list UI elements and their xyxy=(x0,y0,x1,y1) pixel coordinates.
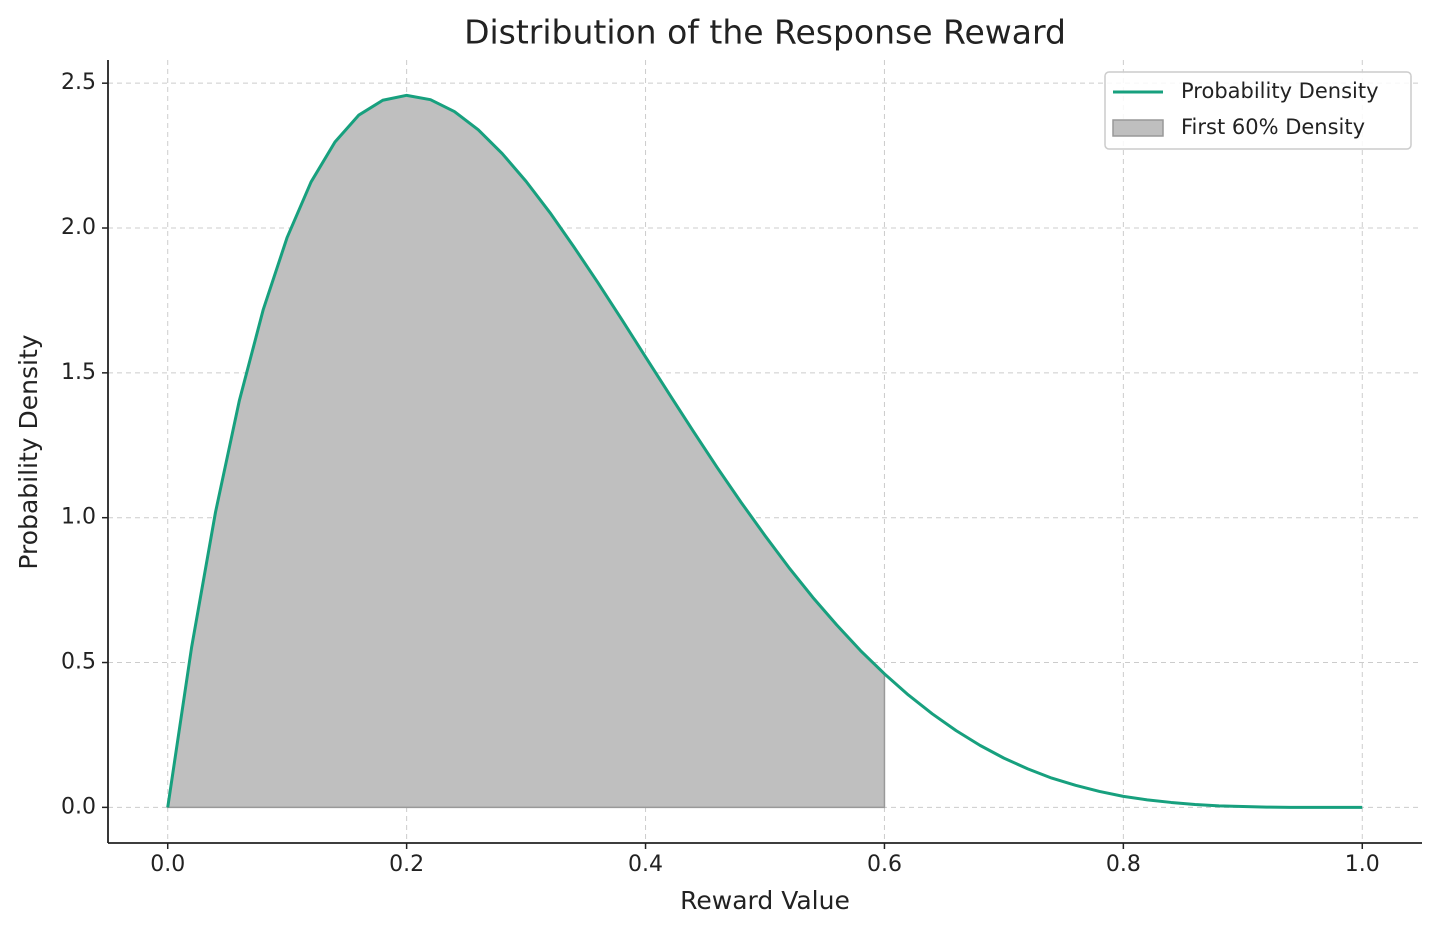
y-tick-label: 0.0 xyxy=(61,794,96,819)
line xyxy=(166,93,1363,809)
x-tick-label: 0.6 xyxy=(867,852,902,877)
legend-label: Probability Density xyxy=(1181,79,1379,103)
x-tick-label: 0.0 xyxy=(150,852,185,877)
x-tick-label: 0.2 xyxy=(389,852,424,877)
y-tick-label: 1.5 xyxy=(61,360,96,385)
legend: Probability Density First 60% Density xyxy=(1104,71,1412,150)
y-tick-label: 0.5 xyxy=(61,650,96,675)
legend-swatch xyxy=(1112,119,1164,137)
x-axis-label: Reward Value xyxy=(680,886,850,915)
y-tick-label: 2.0 xyxy=(61,215,96,240)
chart-title: Distribution of the Response Reward xyxy=(464,13,1066,52)
x-tick-label: 0.8 xyxy=(1106,852,1141,877)
legend-label: First 60% Density xyxy=(1181,115,1365,139)
y-axis-label: Probability Density xyxy=(14,334,43,569)
y-tick-label: 2.5 xyxy=(61,70,96,95)
axes: 0.0 0.2 0.4 0.6 0.8 1.0 0.0 0.5 1.0 1.5 2.0 2.5 xyxy=(61,60,1422,877)
x-tick-label: 0.4 xyxy=(628,852,663,877)
x-tick-label: 1.0 xyxy=(1345,852,1380,877)
plot-area xyxy=(166,93,1363,809)
legend-box xyxy=(1104,71,1412,150)
y-tick-label: 1.0 xyxy=(61,505,96,530)
